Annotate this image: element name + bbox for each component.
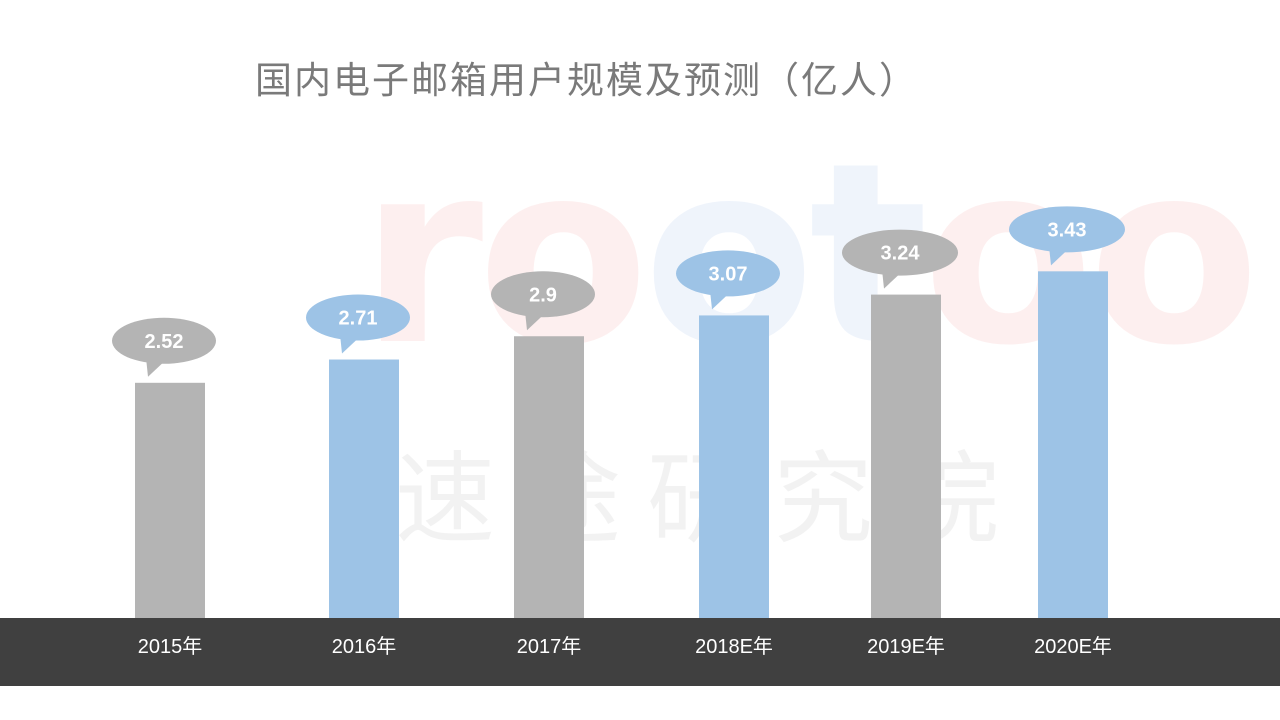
data-label: 2.52 <box>145 331 184 353</box>
x-tick-label: 2016年 <box>332 635 397 658</box>
data-label-bubble: 3.43 <box>1009 206 1125 266</box>
bubble-shape <box>112 317 216 364</box>
x-tick-label: 2017年 <box>517 635 582 658</box>
data-label-bubble: 2.9 <box>491 271 595 331</box>
bar-2016年 <box>329 359 399 618</box>
data-label-bubble: 3.24 <box>842 229 958 289</box>
data-label-bubble: 3.07 <box>676 250 780 310</box>
bar-2015年 <box>135 382 205 618</box>
bubble-shape <box>842 229 958 276</box>
watermark-letter: o <box>1088 109 1260 400</box>
x-tick-label: 2018E年 <box>695 635 773 658</box>
bubble-shape <box>1009 206 1125 253</box>
data-label-bubble: 2.52 <box>112 317 216 377</box>
x-axis-band <box>0 618 1280 686</box>
bar-2019E年 <box>871 294 941 618</box>
x-tick-label: 2019E年 <box>867 635 945 658</box>
chart-title: 国内电子邮箱用户规模及预测（亿人） <box>255 59 918 102</box>
bar-2017年 <box>514 336 584 618</box>
data-label: 3.07 <box>709 263 748 285</box>
bubble-shape <box>676 250 780 297</box>
data-label: 3.24 <box>881 243 921 265</box>
data-label: 2.9 <box>529 284 557 306</box>
data-label: 3.43 <box>1048 219 1087 241</box>
data-label: 2.71 <box>339 308 378 330</box>
bar-2020E年 <box>1038 271 1108 618</box>
x-tick-label: 2020E年 <box>1034 635 1112 658</box>
bubble-shape <box>306 294 410 341</box>
x-tick-label: 2015年 <box>138 635 203 658</box>
data-label-bubble: 2.71 <box>306 294 410 354</box>
bar-2018E年 <box>699 315 769 618</box>
bubble-shape <box>491 271 595 318</box>
